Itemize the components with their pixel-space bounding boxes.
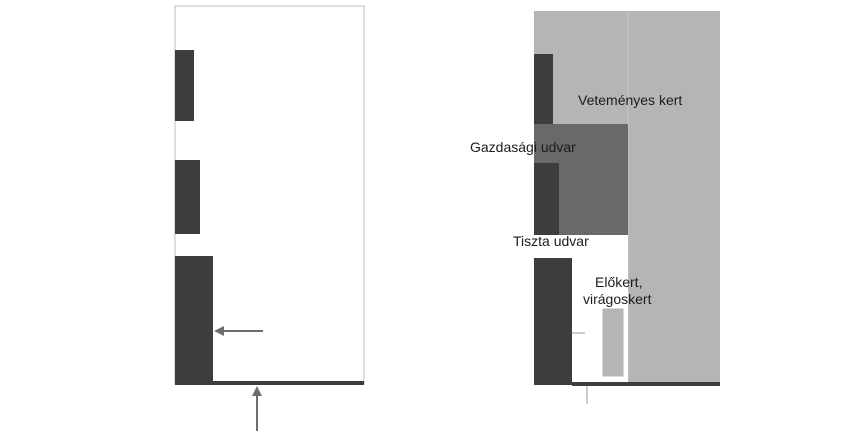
outbuilding-1 (175, 50, 194, 121)
house (175, 256, 213, 385)
vegetable-garden-label: Veteményes kert (578, 92, 682, 108)
right-plan: Veteményes kert Gazdasági udvar Tiszta u… (470, 11, 720, 404)
front-garden-bed (599, 305, 627, 380)
front-garden-label-line1: Előkert, (595, 274, 642, 290)
outbuilding-2 (534, 163, 559, 235)
left-plan (174, 5, 365, 431)
outbuilding-1 (534, 54, 553, 124)
street-edge-line (213, 381, 364, 385)
street-edge-line (572, 382, 720, 386)
clean-yard-label: Tiszta udvar (513, 233, 589, 249)
house (534, 258, 572, 385)
farm-yard-label: Gazdasági udvar (470, 139, 576, 155)
front-garden-label-line2: virágoskert (583, 291, 652, 307)
outbuilding-2 (175, 160, 200, 234)
